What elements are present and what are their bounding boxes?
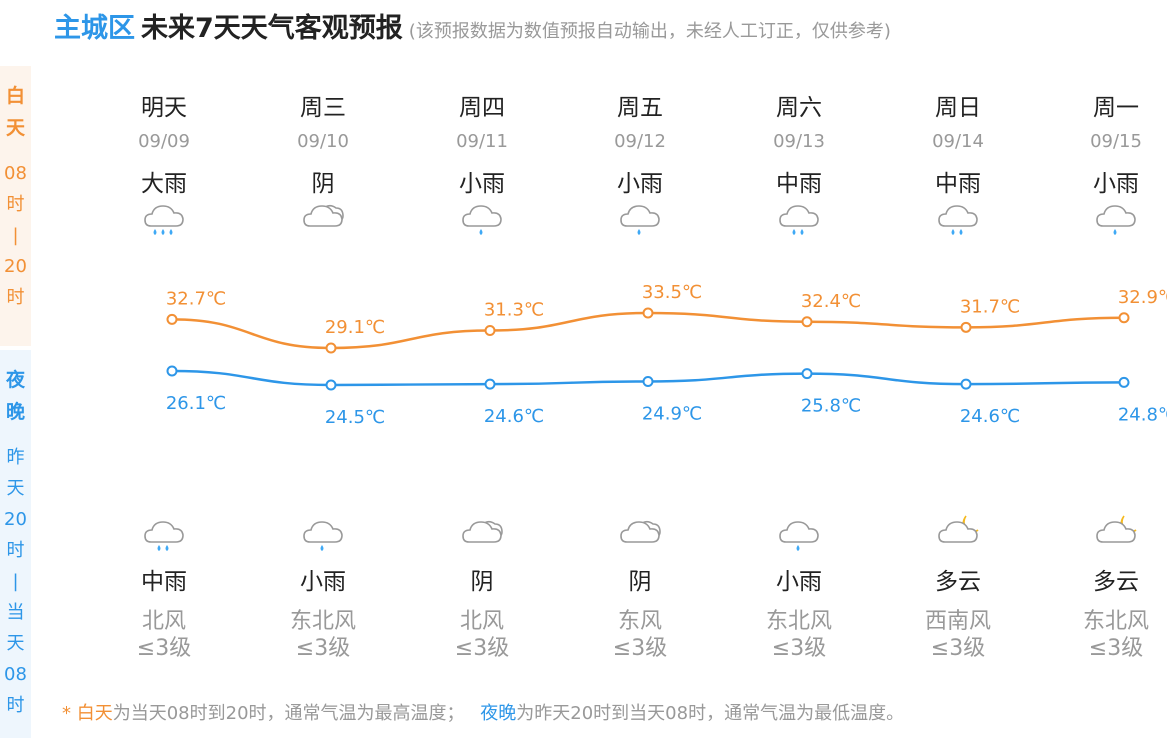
day-name: 周一 [1093, 95, 1139, 121]
overcast-icon [460, 514, 504, 556]
footer-day-text: 为当天08时到20时，通常气温为最高温度； [112, 703, 465, 724]
moderate-rain-icon [777, 198, 821, 240]
footer-night-term: 夜晚 [480, 703, 517, 724]
day-name: 明天 [141, 95, 187, 121]
wind-level: ≤3级 [454, 636, 510, 661]
heavy-rain-icon [142, 198, 186, 240]
wind-level: ≤3级 [930, 636, 986, 661]
forecast-day-column: 周五 09/12 小雨阴东风 ≤3级 [580, 0, 700, 690]
light-rain-icon [1094, 198, 1138, 240]
night-weather: 小雨 [300, 569, 346, 595]
light-rain-icon [301, 514, 345, 556]
day-date: 09/09 [138, 131, 190, 152]
day-name: 周三 [300, 95, 346, 121]
night-weather: 多云 [1093, 569, 1139, 595]
overcast-icon [618, 514, 662, 556]
day-weather: 小雨 [617, 171, 663, 197]
footer-day-term: 白天 [76, 703, 113, 724]
moderate-rain-icon [142, 514, 186, 556]
light-rain-icon [777, 514, 821, 556]
day-date: 09/12 [614, 131, 666, 152]
day-label: 白 天 [5, 85, 25, 139]
forecast-day-column: 周一 09/15 小雨多云东北风 ≤3级 [1056, 0, 1167, 690]
partly-cloudy-night-icon [936, 514, 980, 556]
moderate-rain-icon [936, 198, 980, 240]
night-weather: 小雨 [776, 569, 822, 595]
day-name: 周五 [617, 95, 663, 121]
wind-direction: 北风 [459, 609, 504, 634]
light-rain-icon [460, 198, 504, 240]
wind-direction: 东北风 [289, 609, 356, 634]
night-time-range: 昨 天 20 时 | 当 天 08 时 [4, 447, 27, 716]
day-time-range: 08 时 | 20 时 [4, 163, 27, 308]
day-date: 09/11 [456, 131, 508, 152]
wind-level: ≤3级 [295, 636, 351, 661]
night-period-label: 夜 晚 昨 天 20 时 | 当 天 08 时 [0, 350, 31, 738]
forecast-day-column: 周日 09/14 中雨多云西南风 ≤3级 [898, 0, 1018, 690]
wind-level: ≤3级 [1088, 636, 1144, 661]
day-weather: 中雨 [935, 171, 981, 197]
light-rain-icon [618, 198, 662, 240]
day-weather: 小雨 [1093, 171, 1139, 197]
district-title: 主城区 [54, 13, 135, 44]
forecast-day-column: 周三 09/10 阴小雨东北风 ≤3级 [263, 0, 383, 690]
wind-level: ≤3级 [136, 636, 192, 661]
disclaimer-note: (该预报数据为数值预报自动输出，未经人工订正，仅供参考) [408, 21, 891, 42]
footer-note: * 白天为当天08时到20时，通常气温为最高温度； 夜晚为昨天20时到当天08时… [62, 703, 905, 724]
forecast-day-column: 明天 09/09 大雨中雨北风 ≤3级 [104, 0, 224, 690]
day-period-label: 白 天 08 时 | 20 时 [0, 66, 31, 346]
overcast-icon [301, 198, 345, 240]
day-weather: 小雨 [459, 171, 505, 197]
page-title: 未来7天天气客观预报 [141, 13, 403, 44]
day-date: 09/10 [297, 131, 349, 152]
day-date: 09/13 [773, 131, 825, 152]
wind-direction: 东北风 [765, 609, 832, 634]
night-label: 夜 晚 [5, 369, 25, 423]
day-weather: 中雨 [776, 171, 822, 197]
page-header: 主城区 未来7天天气客观预报 (该预报数据为数值预报自动输出，未经人工订正，仅供参考… [54, 6, 891, 45]
day-name: 周四 [459, 95, 505, 121]
wind-direction: 东风 [617, 609, 662, 634]
footer-night-text: 为昨天20时到当天08时，通常气温为最低温度。 [516, 703, 905, 724]
day-name: 周六 [776, 95, 822, 121]
day-weather: 大雨 [141, 171, 187, 197]
night-weather: 多云 [935, 569, 981, 595]
day-name: 周日 [935, 95, 981, 121]
day-weather: 阴 [311, 171, 335, 197]
night-weather: 中雨 [141, 569, 187, 595]
partly-cloudy-night-icon [1094, 514, 1138, 556]
wind-direction: 西南风 [924, 609, 991, 634]
night-weather: 阴 [628, 569, 652, 595]
wind-level: ≤3级 [612, 636, 668, 661]
wind-direction: 东北风 [1082, 609, 1149, 634]
day-date: 09/15 [1090, 131, 1142, 152]
forecast-day-column: 周四 09/11 小雨阴北风 ≤3级 [422, 0, 542, 690]
wind-level: ≤3级 [771, 636, 827, 661]
forecast-day-column: 周六 09/13 中雨小雨东北风 ≤3级 [739, 0, 859, 690]
day-date: 09/14 [932, 131, 984, 152]
night-weather: 阴 [470, 569, 494, 595]
wind-direction: 北风 [141, 609, 186, 634]
